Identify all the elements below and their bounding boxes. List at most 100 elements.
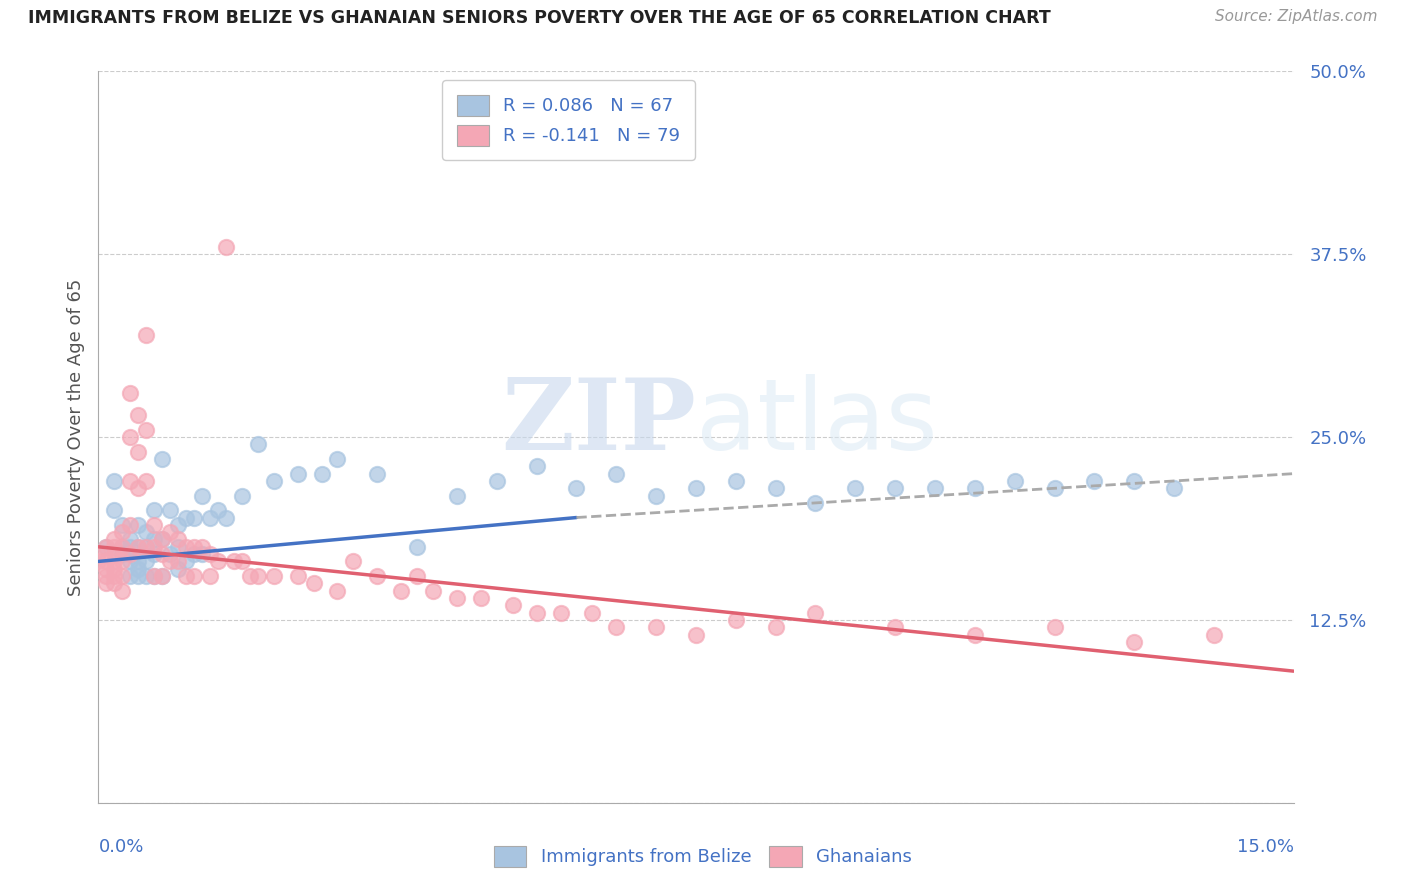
Point [198, 569, 221, 583]
Point [127, 444, 149, 458]
Point [135, 540, 157, 554]
Point [198, 547, 221, 561]
Text: 0.0%: 0.0% [98, 838, 143, 856]
Point [1123, 635, 1146, 649]
Point [111, 569, 134, 583]
Point [183, 510, 205, 524]
Point [565, 481, 588, 495]
Point [406, 569, 429, 583]
Point [198, 510, 221, 524]
Point [1123, 474, 1146, 488]
Point [183, 569, 205, 583]
Point [135, 554, 157, 568]
Point [103, 554, 125, 568]
Point [127, 540, 149, 554]
Point [446, 591, 468, 605]
Point [111, 583, 134, 598]
Point [103, 576, 125, 591]
Point [485, 474, 508, 488]
Point [246, 569, 269, 583]
Point [135, 423, 157, 437]
Point [167, 554, 190, 568]
Point [127, 562, 149, 576]
Point [127, 540, 149, 554]
Point [685, 627, 707, 641]
Point [143, 533, 166, 547]
Text: Source: ZipAtlas.com: Source: ZipAtlas.com [1215, 9, 1378, 24]
Point [963, 481, 986, 495]
Point [127, 408, 149, 422]
Point [167, 517, 190, 532]
Point [724, 613, 747, 627]
Point [804, 496, 827, 510]
Point [1163, 481, 1185, 495]
Point [1202, 627, 1225, 641]
Point [645, 489, 668, 503]
Legend: Immigrants from Belize, Ghanaians: Immigrants from Belize, Ghanaians [486, 838, 920, 874]
Point [135, 327, 157, 342]
Y-axis label: Seniors Poverty Over the Age of 65: Seniors Poverty Over the Age of 65 [66, 278, 84, 596]
Point [103, 533, 125, 547]
Point [135, 569, 157, 583]
Point [87, 554, 110, 568]
Point [120, 533, 142, 547]
Point [724, 474, 747, 488]
Point [550, 606, 572, 620]
Point [446, 489, 468, 503]
Point [143, 540, 166, 554]
Point [120, 547, 142, 561]
Point [103, 547, 125, 561]
Point [111, 540, 134, 554]
Point [389, 583, 412, 598]
Point [111, 525, 134, 540]
Point [103, 503, 125, 517]
Point [884, 620, 907, 634]
Text: atlas: atlas [696, 374, 938, 471]
Point [127, 481, 149, 495]
Point [120, 569, 142, 583]
Point [143, 517, 166, 532]
Point [924, 481, 946, 495]
Point [150, 547, 173, 561]
Point [470, 591, 492, 605]
Point [191, 489, 214, 503]
Point [159, 503, 181, 517]
Point [96, 569, 118, 583]
Point [135, 525, 157, 540]
Point [150, 452, 173, 467]
Point [526, 606, 548, 620]
Point [191, 540, 214, 554]
Point [96, 562, 118, 576]
Point [263, 569, 285, 583]
Point [526, 459, 548, 474]
Point [263, 474, 285, 488]
Point [963, 627, 986, 641]
Point [120, 517, 142, 532]
Point [167, 533, 190, 547]
Point [765, 620, 787, 634]
Point [120, 430, 142, 444]
Point [174, 569, 197, 583]
Point [111, 517, 134, 532]
Point [127, 517, 149, 532]
Point [215, 510, 238, 524]
Point [231, 489, 253, 503]
Point [167, 562, 190, 576]
Point [804, 606, 827, 620]
Point [1043, 620, 1066, 634]
Point [120, 474, 142, 488]
Point [605, 620, 627, 634]
Point [1083, 474, 1105, 488]
Point [127, 554, 149, 568]
Point [844, 481, 866, 495]
Point [120, 540, 142, 554]
Point [884, 481, 907, 495]
Point [96, 554, 118, 568]
Point [120, 554, 142, 568]
Point [239, 569, 262, 583]
Point [111, 540, 134, 554]
Point [103, 562, 125, 576]
Point [215, 240, 238, 254]
Point [96, 540, 118, 554]
Point [135, 540, 157, 554]
